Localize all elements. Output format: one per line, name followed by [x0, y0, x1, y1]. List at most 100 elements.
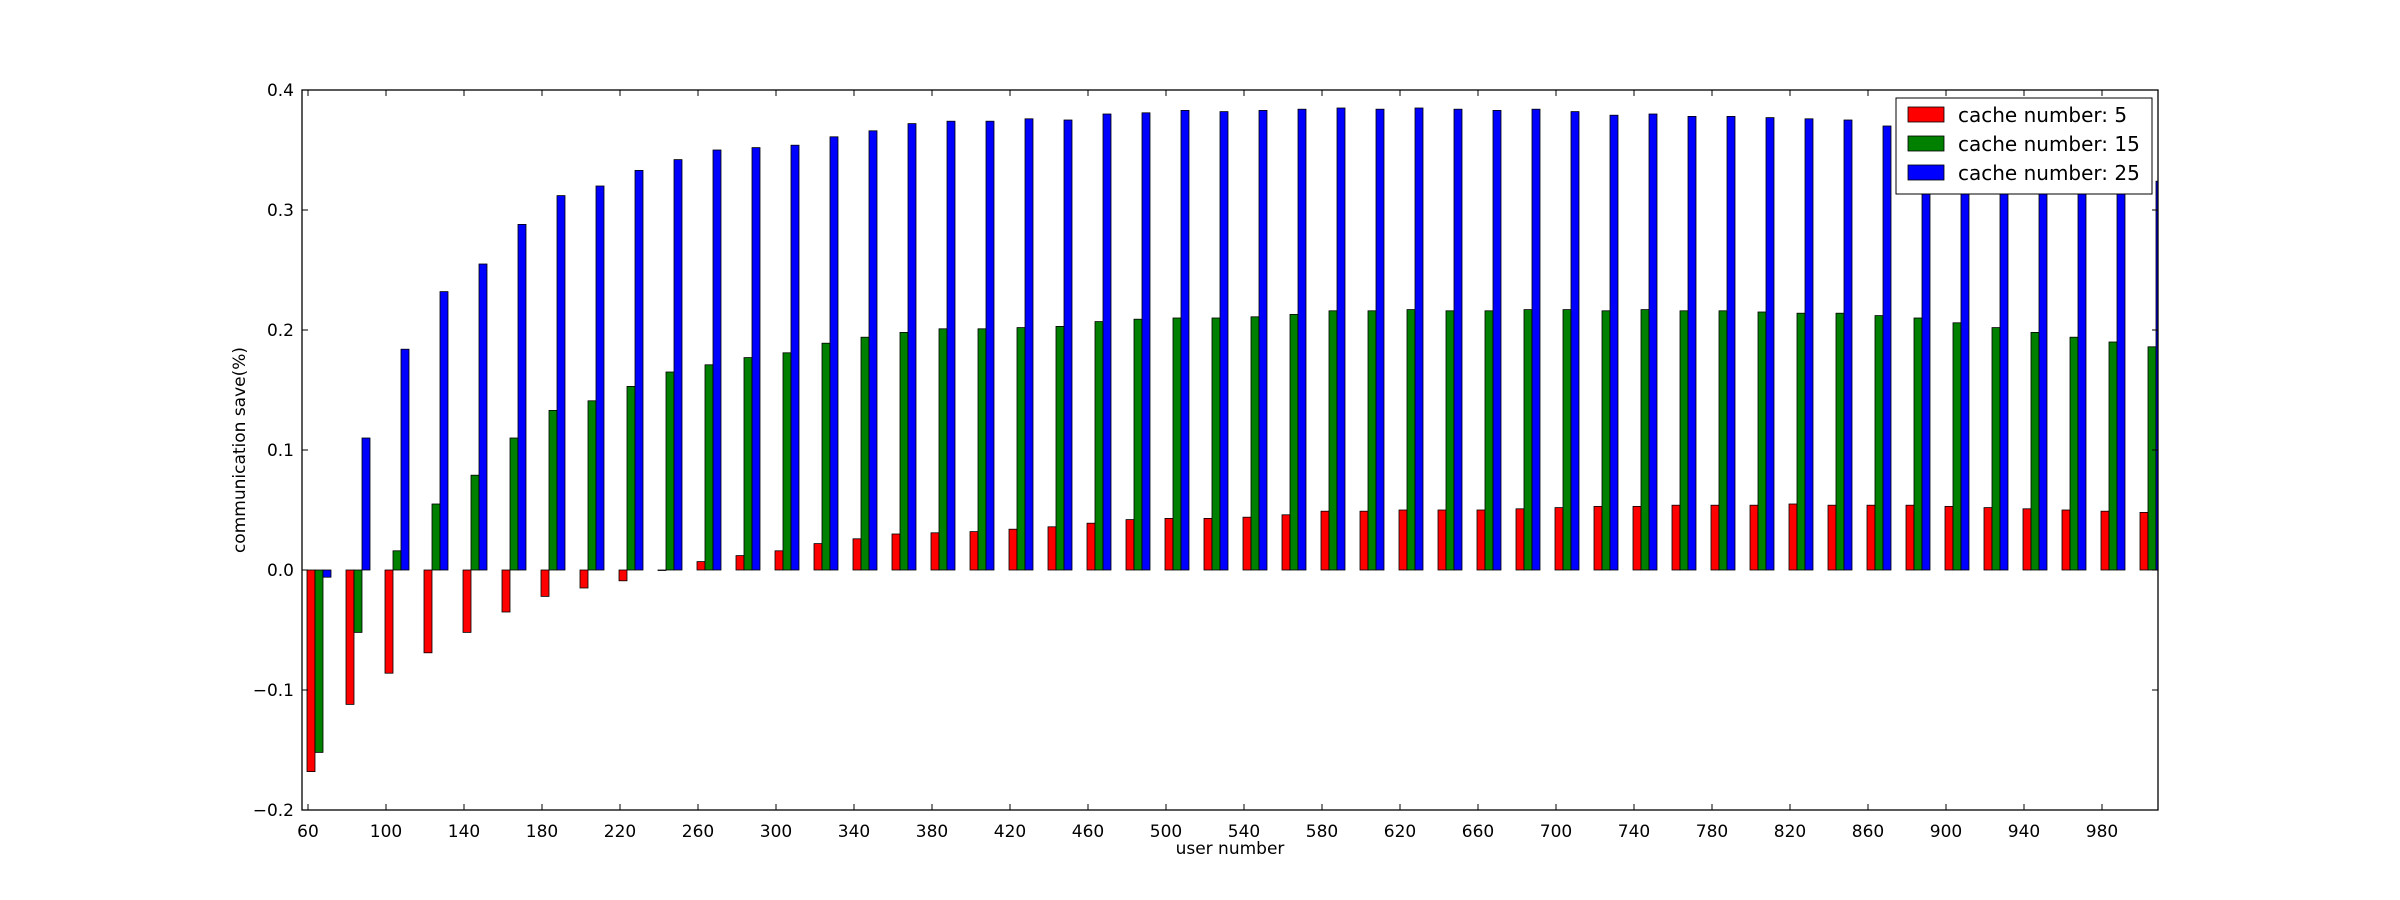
bar-cache5-100	[384, 569, 394, 674]
bar-cache15-380	[938, 328, 948, 571]
bar-cache25-460	[1102, 113, 1112, 571]
x-tick-label: 420	[994, 822, 1026, 842]
bar-cache5-940	[2022, 508, 2032, 571]
bar-cache15-860	[1874, 315, 1884, 571]
bar-cache25-80	[361, 437, 371, 571]
bar-cache5-700	[1554, 507, 1564, 571]
legend-swatch	[1907, 106, 1945, 123]
bar-cache25-820	[1804, 118, 1814, 571]
y-tick-label: 0.4	[267, 81, 294, 101]
bar-cache15-980	[2108, 341, 2118, 571]
bar-cache15-540	[1250, 316, 1260, 571]
bar-cache15-760	[1679, 310, 1689, 571]
bar-cache5-280	[735, 555, 745, 571]
bar-cache25-880	[1921, 135, 1931, 571]
bar-cache5-80	[345, 569, 355, 705]
bar-cache15-180	[548, 409, 558, 571]
bar-cache25-700	[1570, 111, 1580, 571]
bar-cache5-200	[579, 569, 589, 589]
bar-cache25-100	[400, 348, 410, 571]
bar-cache15-960	[2069, 336, 2079, 571]
bar-cache25-720	[1609, 114, 1619, 571]
bar-cache5-340	[852, 538, 862, 571]
bar-cache5-220	[618, 569, 628, 582]
bar-cache15-440	[1055, 325, 1065, 571]
bar-cache5-420	[1008, 528, 1018, 571]
bar-cache5-580	[1320, 510, 1330, 571]
bar-cache15-680	[1523, 309, 1533, 571]
bar-cache5-540	[1242, 516, 1252, 571]
bar-cache5-160	[501, 569, 511, 613]
bar-cache5-760	[1671, 504, 1681, 571]
bar-cache5-180	[540, 569, 550, 597]
bar-cache15-660	[1484, 310, 1494, 571]
y-axis-label: communication save(%)	[230, 347, 250, 553]
bar-cache25-660	[1492, 110, 1502, 571]
bar-cache5-960	[2061, 509, 2071, 571]
bar-cache25-260	[712, 149, 722, 571]
bar-cache15-640	[1445, 310, 1455, 571]
bar-cache15-80	[353, 569, 363, 633]
bar-cache15-1000	[2147, 346, 2157, 571]
bar-cache15-700	[1562, 309, 1572, 571]
x-tick-label: 380	[916, 822, 948, 842]
bar-cache25-340	[868, 130, 878, 571]
x-tick-label: 140	[448, 822, 480, 842]
bar-cache15-100	[392, 550, 402, 571]
bar-cache25-740	[1648, 113, 1658, 571]
bar-cache25-320	[829, 136, 839, 571]
bar-cache25-760	[1687, 116, 1697, 571]
bar-cache15-920	[1991, 327, 2001, 571]
x-tick-label: 260	[682, 822, 714, 842]
bar-cache25-400	[985, 120, 995, 571]
y-tick-label: −0.1	[253, 681, 294, 701]
bar-cache25-360	[907, 123, 917, 571]
bar-cache5-480	[1125, 519, 1135, 571]
bar-cache25-420	[1024, 118, 1034, 571]
bar-cache25-620	[1414, 107, 1424, 571]
bar-cache15-420	[1016, 327, 1026, 571]
bar-cache15-140	[470, 474, 480, 571]
bar-cache5-400	[969, 531, 979, 571]
bar-cache5-860	[1866, 504, 1876, 571]
bar-cache25-960	[2077, 166, 2087, 571]
bar-cache25-440	[1063, 119, 1073, 571]
legend-label: cache number: 5	[1958, 103, 2127, 127]
bar-cache15-120	[431, 503, 441, 571]
bar-cache25-860	[1882, 125, 1892, 571]
bar-cache5-920	[1983, 507, 1993, 571]
bar-cache15-460	[1094, 321, 1104, 571]
x-tick-label: 540	[1228, 822, 1260, 842]
bar-cache15-900	[1952, 322, 1962, 571]
bar-cache25-680	[1531, 108, 1541, 571]
bar-cache5-840	[1827, 504, 1837, 571]
bar-cache15-500	[1172, 317, 1182, 571]
bar-cache15-300	[782, 352, 792, 571]
bar-cache15-200	[587, 400, 597, 571]
bar-cache5-300	[774, 550, 784, 571]
bar-cache15-400	[977, 328, 987, 571]
bar-cache25-280	[751, 147, 761, 571]
bar-cache5-620	[1398, 509, 1408, 571]
bar-cache15-480	[1133, 318, 1143, 571]
bars-layer	[306, 107, 2159, 773]
bar-cache15-160	[509, 437, 519, 571]
bar-cache15-800	[1757, 311, 1767, 571]
bar-cache25-900	[1960, 144, 1970, 571]
bar-cache25-640	[1453, 108, 1463, 571]
bar-cache25-180	[556, 195, 566, 571]
bar-cache15-220	[626, 385, 636, 571]
x-tick-label: 580	[1306, 822, 1338, 842]
bar-cache5-520	[1203, 518, 1213, 571]
bar-cache15-320	[821, 342, 831, 571]
x-tick-label: 980	[2086, 822, 2118, 842]
bar-cache15-780	[1718, 310, 1728, 571]
bar-cache15-820	[1796, 312, 1806, 571]
bar-cache15-580	[1328, 310, 1338, 571]
x-tick-label: 860	[1852, 822, 1884, 842]
x-tick-label: 940	[2008, 822, 2040, 842]
bar-cache25-300	[790, 144, 800, 571]
bar-cache15-240	[665, 371, 675, 571]
bar-cache15-600	[1367, 310, 1377, 571]
